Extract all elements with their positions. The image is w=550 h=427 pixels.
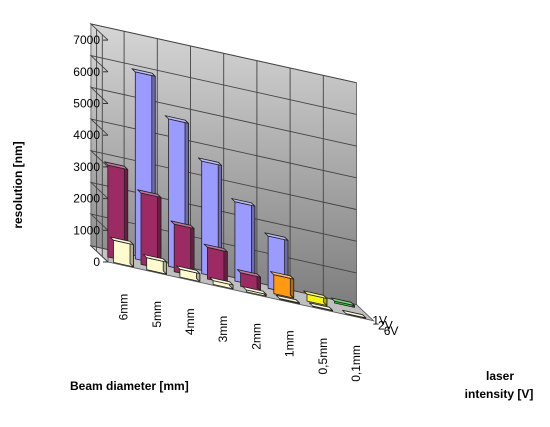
bar-top [197, 157, 223, 166]
y-tick-label: 1000 [73, 223, 100, 237]
x-tick-label: 5mm [150, 301, 164, 328]
bar-top [170, 220, 195, 229]
z-tick-label: 6V [384, 324, 399, 338]
bar-top [209, 276, 234, 286]
bar-6V-6mm [109, 236, 134, 268]
y-tick-label: 4000 [73, 128, 100, 142]
bar-top [303, 290, 328, 299]
bar-6V-2mm [242, 286, 267, 297]
bar-top [137, 189, 162, 198]
bar-side [223, 248, 228, 284]
bar-top [104, 161, 129, 170]
bar-6V-1mm [275, 294, 300, 305]
axis-labels: resolution [nm] Beam diameter [mm] laser… [11, 33, 533, 401]
bar-top [231, 198, 256, 207]
bar-6V-0,1mm [342, 309, 367, 319]
bar-top [275, 294, 300, 304]
bar-side [190, 224, 195, 277]
x-tick-label: 2mm [249, 323, 263, 350]
bar-top [342, 309, 367, 319]
bar-top [236, 269, 261, 278]
bar-top [203, 243, 228, 253]
bar-top [269, 271, 295, 280]
x-axis-title: Beam diameter [mm] [70, 379, 189, 393]
bar-top [330, 297, 355, 306]
x-tick-label: 6mm [117, 294, 131, 321]
y-tick-label: 6000 [73, 65, 100, 79]
y-tick-label: 7000 [73, 33, 100, 47]
z-axis-title-line2: intensity [V] [465, 387, 534, 401]
bar-top [164, 115, 189, 124]
bar-2V-3mm [203, 243, 228, 284]
bars [104, 68, 367, 319]
bar-top [142, 254, 168, 263]
y-tick-label: 2000 [73, 192, 100, 206]
bar-2V-1mm [269, 271, 295, 299]
bar-2V-2mm [236, 269, 261, 292]
x-tick-label: 0,5mm [316, 338, 330, 375]
z-tick-label: 2V [378, 319, 393, 333]
bar-top [131, 68, 156, 77]
y-axis-title: resolution [nm] [11, 141, 25, 228]
bar-6V-5mm [142, 254, 168, 275]
bar-2V-0,5mm [303, 290, 328, 306]
bar-2V-4mm [170, 220, 195, 277]
bar-1V-0,1mm [330, 297, 355, 308]
bar-top [242, 286, 267, 295]
bar-6V-0,5mm [308, 302, 334, 312]
bar-side [129, 240, 134, 268]
x-tick-label: 3mm [216, 316, 230, 343]
z-tick-label: 1V [372, 313, 387, 327]
gridline-y [89, 23, 357, 84]
y-tick-label: 3000 [73, 160, 100, 174]
bar-top [109, 236, 134, 246]
x-tick-label: 1mm [283, 330, 297, 357]
x-tick-label: 4mm [183, 308, 197, 335]
bar-top [308, 302, 334, 311]
z-axis-title-line1: laser [486, 369, 514, 383]
y-tick-label: 0 [93, 255, 100, 269]
bar-6V-3mm [209, 276, 234, 290]
bar-top [176, 265, 201, 275]
y-tick-label: 5000 [73, 97, 100, 111]
bar-top [264, 232, 289, 241]
bar-6V-4mm [176, 265, 201, 282]
x-tick-label: 0,1mm [349, 345, 363, 382]
